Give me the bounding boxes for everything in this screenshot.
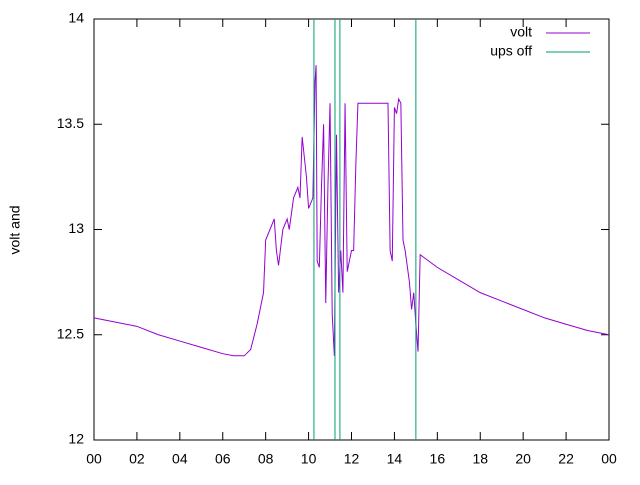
y-tick-label: 13.5 <box>57 115 84 131</box>
x-tick-label: 22 <box>558 451 574 467</box>
y-tick-label: 13 <box>68 220 84 236</box>
legend-label: volt <box>510 24 532 40</box>
x-tick-label: 10 <box>301 451 317 467</box>
x-tick-label: 16 <box>430 451 446 467</box>
x-tick-label: 02 <box>129 451 145 467</box>
x-tick-label: 20 <box>515 451 531 467</box>
x-tick-label: 18 <box>472 451 488 467</box>
y-tick-label: 14 <box>68 10 84 26</box>
series-line <box>93 65 610 357</box>
y-tick-label: 12.5 <box>57 325 84 341</box>
x-tick-label: 04 <box>172 451 188 467</box>
legend-label: ups off <box>490 43 532 59</box>
series-line <box>313 19 417 440</box>
x-tick-label: 06 <box>215 451 231 467</box>
x-tick-label: 00 <box>86 451 102 467</box>
y-tick-label: 12 <box>68 431 84 447</box>
x-tick-label: 12 <box>344 451 360 467</box>
y-axis-label: volt and <box>7 205 23 254</box>
x-tick-label: 00 <box>601 451 617 467</box>
plot-frame <box>93 18 610 441</box>
x-tick-label: 08 <box>258 451 274 467</box>
x-tick-label: 14 <box>387 451 403 467</box>
